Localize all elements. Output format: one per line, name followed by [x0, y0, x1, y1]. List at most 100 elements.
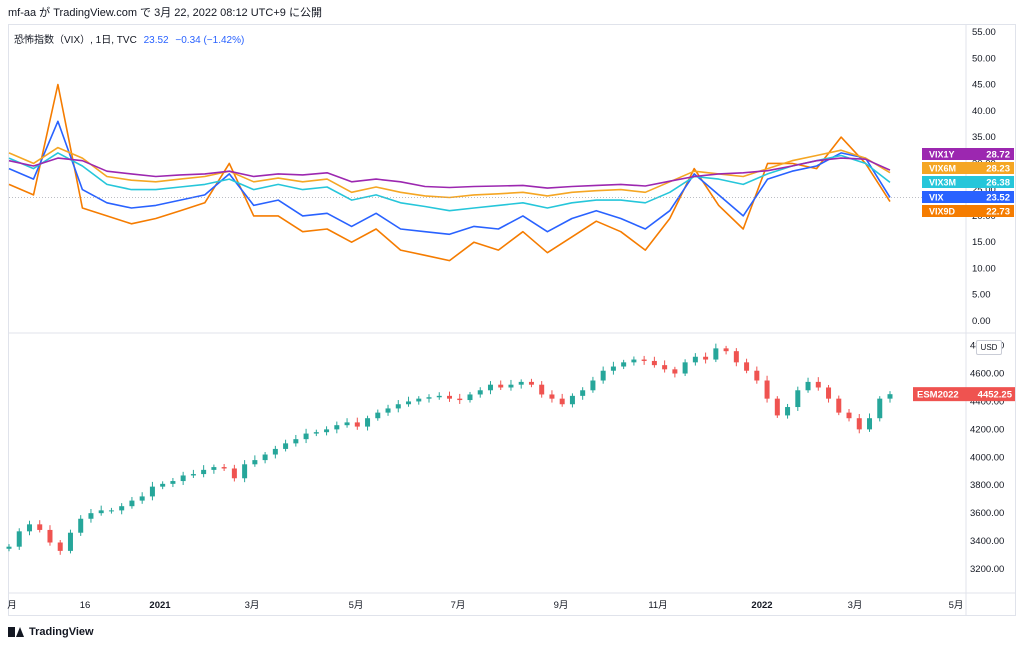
candle-body [365, 418, 371, 427]
candle-body [631, 359, 637, 363]
candle-body [252, 460, 258, 465]
vix-axis-tick: 15.00 [972, 237, 996, 248]
time-axis-tick: 5月 [949, 600, 964, 611]
candle-body [211, 467, 217, 470]
series-line-vix [8, 120, 891, 236]
candle-body [457, 398, 463, 401]
candle-body [47, 529, 53, 543]
candle-body [119, 506, 125, 511]
series-label-bg-vix6m [922, 162, 1014, 174]
series-label-name-vix6m: VIX6M [929, 164, 956, 174]
candle-body [57, 542, 63, 551]
candle-body [447, 395, 452, 399]
series-label-value-vix9d: 22.73 [986, 207, 1010, 218]
candle-body [436, 395, 442, 398]
esm-label-name: ESM2022 [917, 390, 959, 401]
candle-body [375, 412, 381, 419]
candle-body [149, 486, 155, 497]
candle-body [190, 474, 196, 476]
symbol-change: −0.34 (−1.42%) [175, 35, 245, 46]
candle-body [836, 398, 842, 413]
candle-body [723, 348, 729, 352]
candle-body [395, 404, 401, 409]
candle-body [344, 422, 350, 426]
candle-body [98, 510, 104, 514]
candle-body [805, 381, 811, 391]
series-label-bg-vix3m [922, 176, 1014, 188]
esm-axis-tick: 4000.00 [970, 452, 1004, 463]
vix-axis-tick: 55.00 [972, 27, 996, 38]
esm-axis-tick: 4400.00 [970, 396, 1004, 407]
candle-body [610, 366, 616, 371]
publish-header: mf-aa が TradingView.com で 3月 22, 2022 08… [8, 7, 322, 19]
time-axis-tick: 月 [7, 600, 17, 611]
candle-body [518, 381, 524, 385]
series-label-name-vix: VIX [929, 193, 944, 203]
candle-body [262, 454, 268, 461]
esm-axis-tick: 3200.00 [970, 564, 1004, 575]
candle-body [416, 398, 422, 402]
candle-body [856, 418, 862, 430]
candle-body [744, 362, 750, 371]
candle-body [682, 362, 688, 374]
candle-body [303, 433, 309, 440]
time-axis-tick: 3月 [848, 600, 863, 611]
candle-body [498, 384, 504, 388]
vix-axis-tick: 50.00 [972, 53, 996, 64]
candle-body [887, 394, 893, 399]
candle-body [129, 500, 135, 507]
esm-axis-tick: 4200.00 [970, 424, 1004, 435]
currency-label[interactable]: USD [976, 340, 1002, 355]
series-label-bg-vix9d [922, 205, 1014, 217]
esm-axis-tick: 4600.00 [970, 369, 1004, 380]
vix-axis-tick: 5.00 [972, 290, 991, 301]
time-axis-tick: 7月 [451, 600, 466, 611]
time-axis-tick: 16 [80, 600, 91, 611]
candle-body [621, 362, 627, 367]
candle-body [877, 398, 883, 419]
candle-body [426, 397, 432, 399]
candle-body [385, 408, 391, 413]
candle-body [692, 356, 698, 363]
candle-body [221, 467, 227, 469]
candle-body [764, 380, 770, 399]
candle-body [477, 390, 483, 395]
time-axis-tick: 3月 [245, 600, 260, 611]
candle-body [754, 370, 760, 381]
candle-body [272, 448, 278, 455]
tradingview-logo-icon [8, 627, 24, 637]
candle-body [795, 390, 801, 408]
candle-body [815, 381, 821, 388]
series-label-bg-vix1y [922, 148, 1014, 160]
symbol-value: 23.52 [143, 35, 169, 46]
symbol-name: 恐怖指数（VIX）, 1日, TVC [14, 35, 137, 46]
candle-body [785, 407, 791, 416]
candle-body [180, 475, 186, 482]
time-axis-tick: 2021 [149, 600, 171, 611]
footer-brand[interactable]: TradingView [8, 626, 94, 638]
candle-body [528, 381, 534, 385]
series-line-vix1y [8, 157, 891, 189]
candle-body [67, 532, 73, 551]
series-label-name-vix1y: VIX1Y [929, 150, 955, 160]
vix-axis-tick: 0.00 [972, 316, 991, 327]
series-label-name-vix9d: VIX9D [929, 207, 956, 217]
candle-body [508, 384, 514, 388]
series-label-value-vix3m: 26.38 [986, 178, 1010, 189]
vix-axis-tick: 40.00 [972, 106, 996, 117]
candle-body [662, 365, 668, 370]
candle-body [733, 351, 739, 363]
candle-body [231, 468, 237, 479]
series-line-vix9d [8, 83, 891, 262]
esm-label-bg [913, 387, 1015, 402]
vix-axis-tick: 10.00 [972, 263, 996, 274]
candle-body [283, 443, 289, 449]
series-label-value-vix6m: 28.23 [986, 164, 1010, 175]
chart-legend[interactable]: 恐怖指数（VIX）, 1日, TVC 23.52 −0.34 (−1.42%) [14, 31, 244, 46]
candle-body [672, 369, 678, 374]
time-axis-tick: 11月 [648, 600, 667, 611]
esm-axis-tick: 3800.00 [970, 480, 1004, 491]
candle-body [826, 387, 832, 399]
candle-body [590, 380, 596, 391]
